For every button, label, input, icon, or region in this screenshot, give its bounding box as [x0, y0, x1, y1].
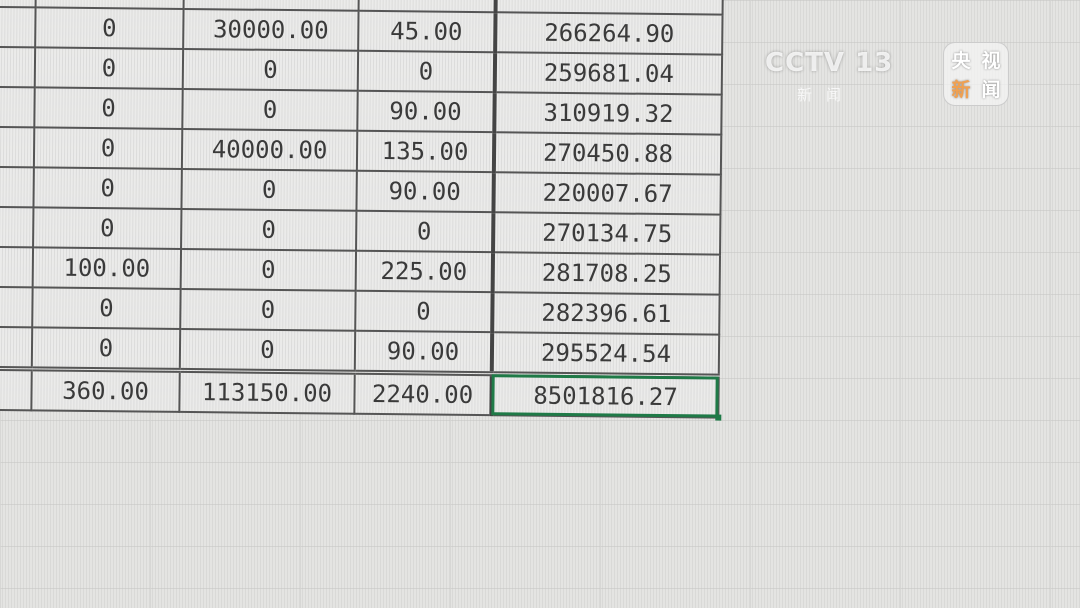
cell[interactable]: 0	[35, 7, 184, 49]
cell[interactable]: 310919.32	[494, 92, 722, 135]
cell[interactable]: 0	[33, 167, 182, 209]
cell[interactable]: 90.00	[357, 90, 495, 133]
logo-char: 新	[951, 79, 971, 101]
grand-total: 8501816.27	[533, 381, 678, 412]
cell[interactable]	[0, 326, 33, 369]
cell[interactable]: 0	[33, 127, 183, 169]
logo-char: 闻	[981, 79, 1001, 101]
cell[interactable]: 0	[34, 47, 184, 89]
cell[interactable]: 281708.25	[492, 252, 721, 295]
cell[interactable]	[0, 368, 32, 411]
cell[interactable]: 270134.75	[493, 212, 721, 255]
cell[interactable]: 0	[33, 207, 182, 249]
logo-char: 视	[981, 50, 1001, 72]
cell[interactable]	[0, 166, 34, 208]
cell[interactable]: 0	[180, 248, 357, 291]
cell[interactable]: 270450.88	[493, 132, 722, 175]
channel-watermark-sub: 新闻	[797, 86, 856, 104]
cell[interactable]	[0, 206, 34, 248]
cell[interactable]: 90.00	[356, 170, 494, 213]
cell[interactable]: 90.00	[354, 330, 493, 374]
selected-total-cell[interactable]: 8501816.27	[491, 373, 722, 421]
cell[interactable]: 295524.54	[491, 332, 720, 377]
cell[interactable]: 0	[181, 168, 357, 211]
cell[interactable]: 0	[34, 87, 183, 129]
cell[interactable]: 0	[182, 88, 358, 131]
cell[interactable]	[0, 87, 35, 128]
cell[interactable]: 135.00	[356, 130, 495, 173]
cell[interactable]	[0, 127, 35, 168]
cell[interactable]: 282396.61	[492, 292, 720, 335]
cell[interactable]: 0	[179, 328, 356, 373]
total-cell[interactable]: 113150.00	[179, 370, 355, 414]
logo-char: 央	[951, 50, 971, 72]
cell[interactable]: 40000.00	[181, 128, 358, 171]
totals-row: 360.00 113150.00 2240.00 8501816.27	[0, 368, 722, 421]
cell[interactable]: 0	[31, 327, 181, 371]
cell[interactable]: 0	[182, 48, 359, 91]
cell[interactable]: 225.00	[355, 250, 494, 293]
cell[interactable]	[0, 246, 34, 288]
cell[interactable]: 0	[356, 210, 494, 253]
cell[interactable]: 220007.67	[493, 172, 721, 215]
cell[interactable]: 0	[180, 288, 356, 331]
cell[interactable]: 100.00	[32, 247, 182, 289]
fill-handle[interactable]	[715, 414, 722, 421]
cell[interactable]: 266264.90	[495, 12, 723, 55]
cell[interactable]	[0, 7, 36, 48]
total-cell[interactable]: 360.00	[31, 368, 180, 412]
cell[interactable]	[0, 286, 33, 328]
cell[interactable]	[0, 47, 36, 88]
spreadsheet: 0 30000.00 45.00 266264.90 0 0 0 259681.04 0 0 90.…	[0, 0, 724, 421]
total-cell[interactable]: 2240.00	[354, 372, 492, 416]
cell[interactable]: 0	[32, 287, 181, 329]
cell[interactable]: 45.00	[358, 10, 496, 53]
cell[interactable]: 259681.04	[494, 52, 723, 95]
cell[interactable]: 30000.00	[183, 8, 359, 51]
cell[interactable]: 0	[355, 290, 493, 333]
channel-watermark: CCTV 13	[765, 48, 894, 78]
data-table: 0 30000.00 45.00 266264.90 0 0 0 259681.04 0 0 90.…	[0, 0, 724, 421]
cell[interactable]: 0	[181, 208, 357, 251]
news-logo: 央 视 新 闻	[943, 42, 1009, 106]
cell[interactable]: 0	[357, 50, 496, 93]
